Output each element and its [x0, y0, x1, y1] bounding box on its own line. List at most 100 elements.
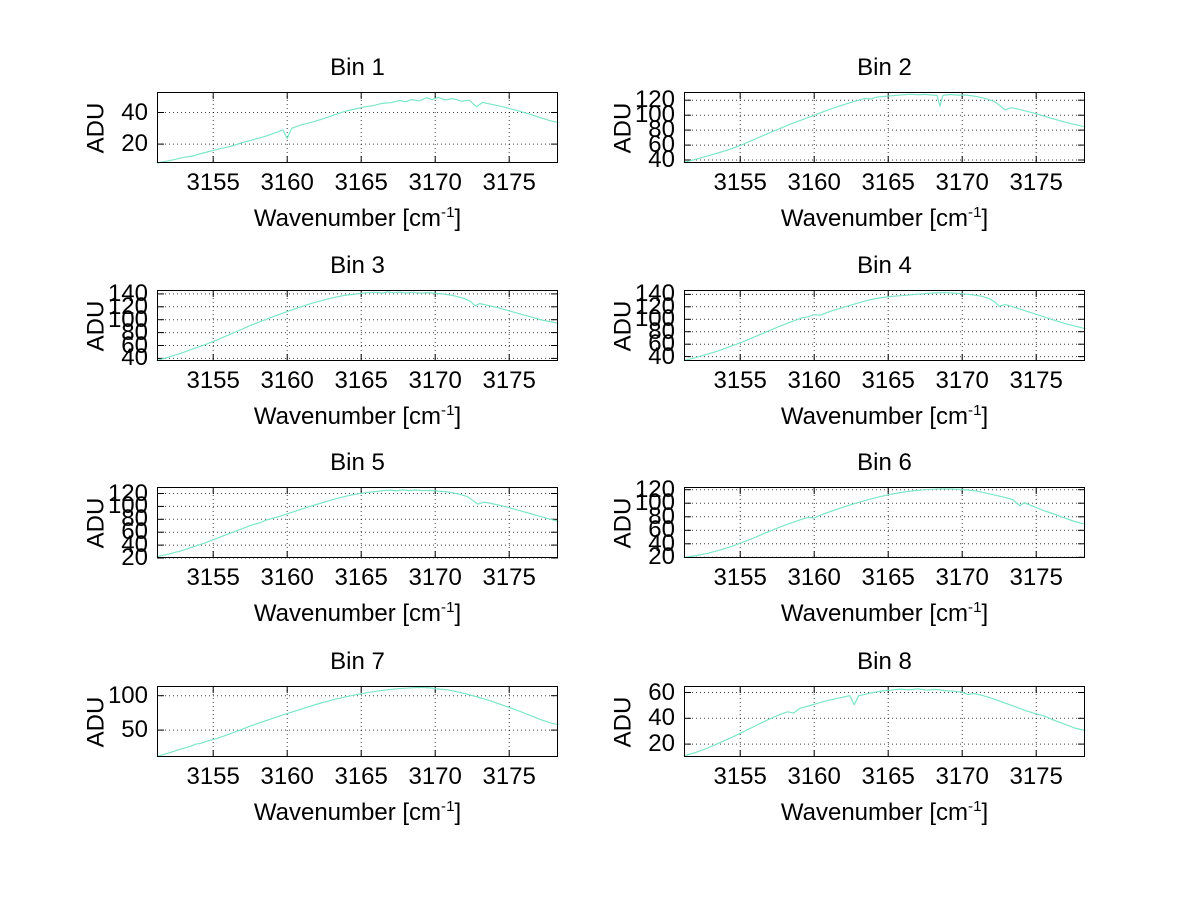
subplot-bin-1: Bin 1 ADU 20 40 3155 3160 3165 3170 3175 Wave… [82, 54, 559, 232]
subplot-bin-8: Bin 8 ADU 20 40 60 3155 3160 3165 3170 3175 Wa… [609, 648, 1086, 826]
y-tick-label: 80 [648, 116, 675, 144]
y-tick-label: 20 [121, 130, 148, 158]
y-tick-label: 100 [107, 305, 148, 333]
subplot-bin-7: Bin 7 ADU 50 100 3155 3160 3165 3170 3175 Wav… [82, 648, 559, 826]
y-tick-label: 20 [648, 543, 675, 571]
x-tick-labels: 3155 3160 3165 3170 3175 [157, 764, 558, 792]
plot-area [156, 686, 559, 757]
x-tick-label: 3175 [1009, 169, 1063, 196]
x-tick-label: 3175 [1009, 367, 1063, 394]
x-axis-label: Wavenumber [cm-1] [780, 798, 989, 826]
y-axis-label: ADU [82, 102, 110, 153]
y-tick-label: 100 [634, 101, 675, 129]
y-tick-label: 80 [121, 318, 148, 346]
plot-title: Bin 1 [330, 54, 385, 81]
x-tick-label: 3165 [861, 763, 915, 790]
x-tick-label: 3160 [260, 367, 314, 394]
y-tick-label: 40 [648, 529, 675, 557]
x-tick-label: 3160 [787, 367, 841, 394]
y-tick-label: 120 [107, 292, 148, 320]
x-tick-label: 3155 [186, 564, 240, 591]
y-tick-label: 100 [107, 681, 148, 709]
y-tick-label: 100 [634, 489, 675, 517]
y-tick-label: 140 [634, 280, 675, 308]
x-tick-labels: 3155 3160 3165 3170 3175 [157, 170, 558, 198]
y-tick-label: 60 [648, 330, 675, 358]
subplot-bin-3: Bin 3 ADU 40 60 80 100 120 140 3155 3160 3165 31… [82, 252, 559, 430]
subplot-bin-5: Bin 5 ADU 20 40 60 80 100 120 3155 3160 3165 317… [82, 449, 559, 627]
x-tick-label: 3165 [334, 169, 388, 196]
x-axis-label: Wavenumber [cm-1] [780, 204, 989, 232]
y-tick-labels: 20 40 [121, 92, 558, 163]
x-tick-label: 3165 [334, 763, 388, 790]
x-tick-label: 3170 [935, 763, 989, 790]
y-tick-labels: 20 40 60 80 100 120 [108, 481, 558, 570]
plot-title: Bin 4 [857, 252, 912, 279]
plot-title: Bin 7 [330, 648, 385, 675]
x-tick-label: 3155 [713, 367, 767, 394]
y-axis-label: ADU [609, 102, 637, 153]
y-tick-label: 80 [648, 317, 675, 345]
plot-area [156, 92, 559, 164]
x-tick-label: 3155 [186, 763, 240, 790]
x-axis-label: Wavenumber [cm-1] [253, 402, 462, 430]
plot-title: Bin 6 [857, 449, 912, 476]
plot-area [683, 92, 1086, 163]
y-axis-label: ADU [609, 300, 637, 351]
plot-area [156, 487, 559, 559]
x-axis-label: Wavenumber [cm-1] [253, 798, 462, 826]
x-tick-label: 3155 [713, 564, 767, 591]
x-tick-label: 3170 [408, 763, 462, 790]
plot-area [683, 487, 1086, 558]
y-tick-label: 120 [634, 292, 675, 320]
y-tick-labels: 20 40 60 80 100 120 [635, 477, 1085, 569]
x-axis-label: Wavenumber [cm-1] [253, 599, 462, 627]
y-axis-label: ADU [82, 497, 110, 548]
y-tick-labels: 40 60 80 100 120 140 [635, 282, 1085, 368]
x-tick-labels: 3155 3160 3165 3170 3175 [684, 764, 1085, 792]
y-tick-label: 20 [121, 544, 148, 571]
x-tick-label: 3155 [186, 367, 240, 394]
x-tick-label: 3160 [787, 169, 841, 196]
y-tick-label: 100 [634, 305, 675, 333]
x-tick-label: 3170 [408, 564, 462, 591]
x-tick-label: 3170 [935, 169, 989, 196]
y-tick-label: 60 [648, 678, 675, 706]
y-tick-label: 40 [648, 704, 675, 732]
y-tick-label: 40 [648, 342, 675, 370]
y-tick-labels: 40 60 80 100 120 140 [108, 281, 558, 370]
x-tick-labels: 3155 3160 3165 3170 3175 [684, 565, 1085, 593]
y-tick-label: 140 [107, 279, 148, 307]
y-tick-label: 40 [121, 98, 148, 126]
x-tick-label: 3175 [1009, 564, 1063, 591]
x-tick-label: 3155 [713, 169, 767, 196]
x-tick-labels: 3155 3160 3165 3170 3175 [684, 368, 1085, 396]
plot-title: Bin 3 [330, 252, 385, 279]
x-tick-label: 3160 [787, 763, 841, 790]
y-tick-label: 120 [634, 86, 675, 114]
x-tick-label: 3155 [713, 763, 767, 790]
x-tick-label: 3155 [186, 169, 240, 196]
x-tick-label: 3175 [482, 169, 536, 196]
y-axis-label: ADU [609, 696, 637, 747]
x-tick-label: 3175 [482, 564, 536, 591]
plot-area [683, 290, 1086, 362]
plot-title: Bin 2 [857, 54, 912, 81]
x-tick-labels: 3155 3160 3165 3170 3175 [684, 170, 1085, 198]
y-tick-label: 60 [648, 131, 675, 159]
y-tick-label: 120 [634, 475, 675, 503]
x-tick-label: 3175 [482, 763, 536, 790]
y-tick-label: 50 [121, 716, 148, 744]
y-axis-label: ADU [82, 300, 110, 351]
y-tick-labels: 20 40 60 [648, 680, 1085, 757]
x-tick-label: 3175 [1009, 763, 1063, 790]
x-tick-labels: 3155 3160 3165 3170 3175 [157, 565, 558, 593]
x-tick-label: 3160 [260, 564, 314, 591]
plot-title: Bin 8 [857, 648, 912, 675]
y-tick-label: 80 [121, 505, 148, 533]
x-tick-label: 3165 [334, 564, 388, 591]
x-axis-label: Wavenumber [cm-1] [780, 599, 989, 627]
x-tick-label: 3170 [935, 564, 989, 591]
x-tick-label: 3160 [260, 169, 314, 196]
